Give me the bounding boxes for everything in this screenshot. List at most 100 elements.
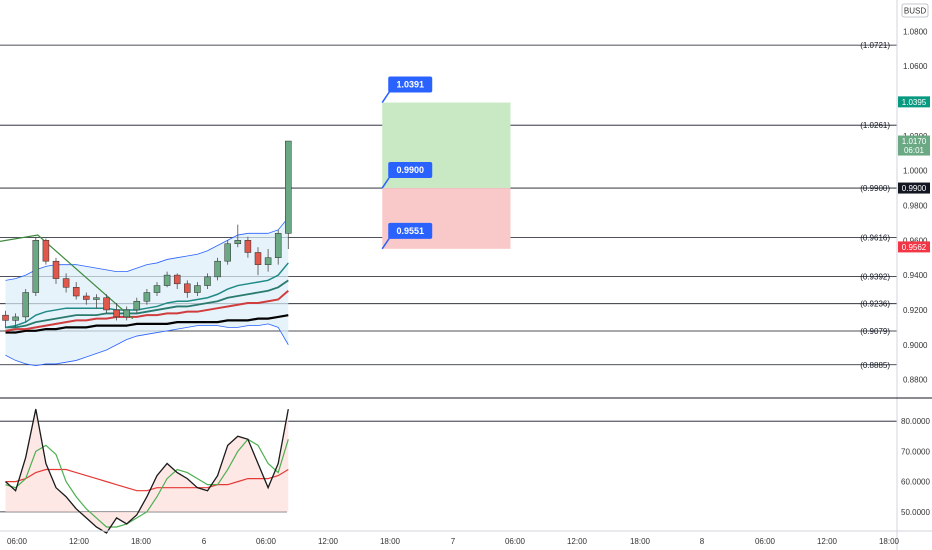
candle-body[interactable] [173, 274, 181, 285]
time-tick-label: 06:00 [755, 537, 776, 546]
candle-body[interactable] [224, 243, 231, 262]
candle-body[interactable] [42, 240, 50, 262]
oscillator-d-line[interactable] [5, 438, 289, 528]
time-tick-label: 12:00 [567, 537, 588, 546]
price-tag [898, 241, 930, 253]
price-tick-label: 0.9800 [903, 201, 928, 210]
candle-body[interactable] [22, 292, 29, 318]
time-tick-label: 18:00 [131, 537, 152, 546]
time-tick-label: 06:00 [505, 537, 526, 546]
currency-label: BUSD [904, 7, 926, 16]
entry-callout-pointer [381, 175, 391, 189]
time-tick-label: 8 [700, 537, 705, 546]
candle-body[interactable] [244, 240, 252, 253]
price-tick-label: 0.9200 [903, 306, 928, 315]
price-tag [898, 182, 930, 194]
price-tag-countdown: 06:01 [904, 146, 925, 155]
candle-body[interactable] [163, 274, 171, 286]
candle-body[interactable] [93, 297, 100, 300]
candle-body[interactable] [123, 309, 130, 318]
bollinger-upper-line[interactable] [5, 217, 289, 281]
level-label: (0.9900) [860, 184, 890, 193]
time-tick-label: 12:00 [69, 537, 90, 546]
trendline[interactable] [0, 234, 134, 320]
candle-body[interactable] [264, 257, 272, 265]
time-tick-label: 06:00 [256, 537, 277, 546]
level-label: (0.9392) [860, 273, 890, 282]
price-tag-text: 0.9562 [902, 243, 927, 252]
target-callout-text: 1.0391 [396, 80, 424, 90]
candle-body[interactable] [62, 278, 70, 288]
main-price-pane[interactable]: (1.0721) (1.0261) (0.9900) (0.9616) (0.9392)… [0, 41, 897, 370]
oscillator-k-line[interactable] [5, 408, 289, 534]
level-label: (0.9079) [860, 327, 890, 336]
oscillator-tick-label: 60.0000 [901, 478, 930, 487]
candle-body[interactable] [234, 240, 242, 245]
stop-callout-text: 0.9551 [396, 226, 424, 236]
candle-body[interactable] [103, 297, 110, 311]
price-tag [898, 96, 930, 108]
candle-body[interactable] [285, 140, 292, 234]
long-sma-line[interactable] [5, 314, 289, 334]
stop-callout-badge[interactable] [388, 222, 433, 239]
entry-callout-text: 0.9900 [396, 165, 424, 175]
oscillator-tick-label: 80.0000 [901, 417, 930, 426]
oscillator-tick-label: 70.0000 [901, 447, 930, 456]
candle-body[interactable] [83, 295, 90, 300]
level-label: (1.0721) [860, 41, 890, 50]
time-tick-label: 6 [202, 537, 207, 546]
level-label: (0.9616) [860, 234, 890, 243]
candle-body[interactable] [12, 316, 19, 321]
candle-body[interactable] [2, 314, 9, 321]
candle-body[interactable] [153, 285, 161, 293]
price-tick-label: 0.8800 [903, 376, 928, 385]
candle-body[interactable] [254, 252, 262, 265]
time-tick-label: 18:00 [630, 537, 651, 546]
level-label: (0.9236) [860, 300, 890, 309]
oscillator-fill [5, 409, 289, 534]
price-tick-label: 0.9600 [903, 236, 928, 245]
target-callout-badge[interactable] [388, 76, 433, 93]
candle-body[interactable] [143, 292, 151, 302]
oscillator-tick-label: 50.0000 [901, 508, 930, 517]
candle-body[interactable] [133, 300, 141, 311]
oscillator-pane[interactable] [0, 408, 897, 534]
price-tick-label: 0.9400 [903, 271, 928, 280]
level-label: (1.0261) [860, 121, 890, 130]
level-label: (0.8885) [860, 361, 890, 370]
time-tick-label: 06:00 [7, 537, 28, 546]
price-tag-text: 1.0170 [902, 137, 927, 146]
fast-ema-line[interactable] [5, 262, 289, 329]
time-tick-label: 12:00 [318, 537, 339, 546]
candle-body[interactable] [32, 240, 40, 293]
price-tag-text: 1.0395 [902, 98, 927, 107]
entry-callout-badge[interactable] [388, 162, 433, 179]
bollinger-lower-line[interactable] [5, 323, 289, 367]
candle-body[interactable] [274, 233, 282, 258]
loss-zone[interactable] [382, 188, 511, 249]
candle-body[interactable] [52, 260, 60, 279]
oscillator-signal-line[interactable] [5, 468, 289, 492]
price-tag [898, 135, 930, 156]
candle-body[interactable] [204, 276, 211, 286]
price-tick-label: 1.0800 [903, 27, 928, 36]
slow-ema-line[interactable] [5, 290, 289, 332]
price-tag-text: 0.9900 [902, 184, 927, 193]
candle-body[interactable] [214, 260, 221, 278]
time-tick-label: 12:00 [817, 537, 838, 546]
stop-callout-pointer [381, 236, 391, 250]
time-tick-label: 7 [451, 537, 456, 546]
price-tick-label: 1.0000 [903, 167, 928, 176]
target-callout-pointer [381, 90, 391, 103]
candle-body[interactable] [194, 285, 201, 293]
currency-badge[interactable] [901, 3, 929, 18]
candle-body[interactable] [72, 287, 80, 297]
time-tick-label: 18:00 [879, 537, 900, 546]
price-tick-label: 1.0600 [903, 62, 928, 71]
candle-body[interactable] [113, 309, 120, 318]
candle-body[interactable] [184, 283, 191, 293]
mid-ema-line[interactable] [5, 279, 289, 329]
price-tick-label: 0.9000 [903, 341, 928, 350]
